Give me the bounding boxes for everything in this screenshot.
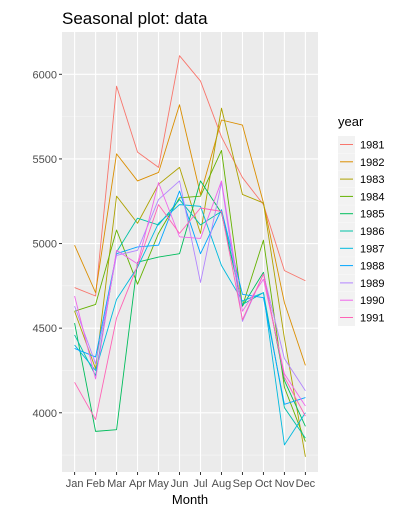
- x-tick-label: Dec: [296, 478, 316, 490]
- x-tick-label: Jul: [193, 478, 207, 490]
- y-tick-label: 6000: [33, 69, 57, 81]
- legend: year 1981 1982 1983 1984 1985 1986 1987 1988 198…: [338, 114, 384, 326]
- legend-label: 1982: [360, 157, 384, 169]
- legend-label: 1990: [360, 295, 384, 307]
- x-tick-label: Nov: [275, 478, 295, 490]
- legend-label: 1983: [360, 174, 384, 186]
- legend-label: 1989: [360, 278, 384, 290]
- legend-label: 1986: [360, 226, 384, 238]
- x-axis-title: Month: [172, 492, 208, 507]
- series-line: [74, 150, 306, 442]
- y-tick-label: 5500: [33, 154, 57, 166]
- y-tick-label: 5000: [33, 239, 57, 251]
- x-axis: Jan Feb Mar Apr May Jun Jul Aug Sep Oct Nov Dec: [66, 472, 316, 490]
- series-line: [74, 107, 306, 457]
- x-tick-label: Apr: [129, 478, 146, 490]
- y-tick-label: 4500: [33, 323, 57, 335]
- y-axis: 4000 4500 5000 5500 6000: [33, 69, 62, 420]
- legend-label: 1987: [360, 243, 384, 255]
- chart-title: Seasonal plot: data: [62, 9, 208, 28]
- series-line: [74, 55, 306, 297]
- x-tick-label: Jan: [66, 478, 84, 490]
- x-tick-label: May: [148, 478, 169, 490]
- legend-label: 1981: [360, 140, 384, 152]
- x-tick-label: Sep: [233, 478, 253, 490]
- x-tick-label: Aug: [212, 478, 232, 490]
- x-tick-label: Jun: [171, 478, 189, 490]
- plot-panel: [62, 32, 318, 472]
- legend-label: 1991: [360, 313, 384, 325]
- series-line: [74, 204, 306, 420]
- series-lines: [74, 55, 306, 457]
- x-tick-label: Mar: [107, 478, 126, 490]
- legend-label: 1984: [360, 191, 384, 203]
- series-line: [74, 104, 306, 366]
- x-tick-label: Feb: [86, 478, 105, 490]
- legend-label: 1988: [360, 261, 384, 273]
- major-gridlines: [62, 32, 318, 472]
- x-tick-label: Oct: [255, 478, 272, 490]
- legend-title: year: [338, 114, 364, 129]
- series-line: [74, 180, 306, 407]
- series-line: [74, 204, 306, 446]
- legend-label: 1985: [360, 209, 384, 221]
- y-tick-label: 4000: [33, 408, 57, 420]
